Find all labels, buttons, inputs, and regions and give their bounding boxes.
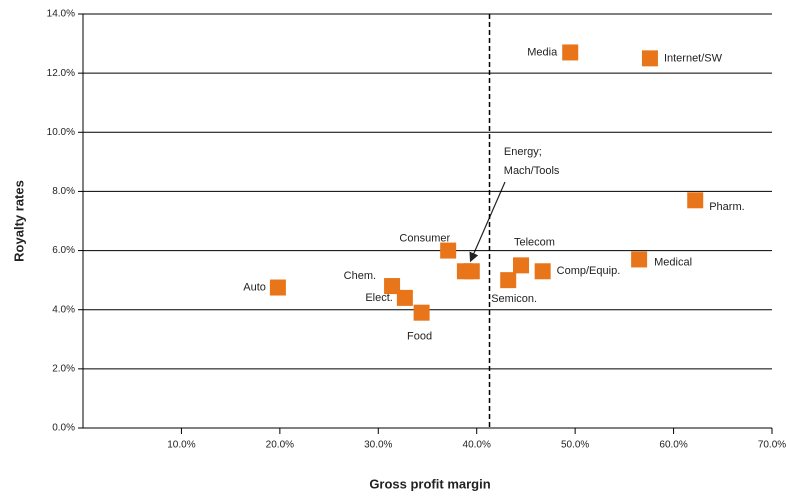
point-label: Mach/Tools [504,165,560,177]
x-tick-label: 30.0% [364,440,392,451]
y-tick-label: 2.0% [52,363,75,374]
y-tick-label: 14.0% [47,9,75,20]
point [687,192,704,209]
point-label: Auto [243,281,266,293]
x-tick-label: 10.0% [167,440,195,451]
point [631,251,648,268]
x-tick-label: 70.0% [758,440,786,451]
y-tick-label: 0.0% [52,423,75,434]
point [641,50,658,67]
y-axis-title: Royalty rates [11,180,26,262]
y-tick-label: 8.0% [52,186,75,197]
x-tick-label: 20.0% [266,440,294,451]
point [440,242,457,259]
y-tick-label: 6.0% [52,245,75,256]
point-label: Media [527,46,558,58]
point [513,257,530,274]
point [500,272,517,289]
point [534,263,551,280]
point-label: Comp/Equip. [557,265,621,277]
point [384,278,401,295]
point-label: Internet/SW [664,52,723,64]
point-label: Elect. [365,292,393,304]
point [269,279,286,296]
point-label: Chem. [344,270,376,282]
point-label: Food [407,331,432,343]
y-tick-label: 10.0% [47,127,75,138]
point-label: Consumer [399,232,450,244]
x-axis-title: Gross profit margin [369,476,490,491]
y-tick-label: 4.0% [52,304,75,315]
point-label: Telecom [514,236,555,248]
x-tick-label: 60.0% [659,440,687,451]
point-label: Energy; [504,146,542,158]
point-label: Medical [654,256,692,268]
point [463,263,480,280]
y-tick-label: 12.0% [47,68,75,79]
point [413,304,430,321]
callout-arrow [469,181,506,263]
point [562,44,579,61]
point-label: Pharm. [709,201,744,213]
x-tick-label: 50.0% [561,440,589,451]
x-tick-label: 40.0% [463,440,491,451]
point [396,289,413,306]
point-label: Semicon. [491,293,537,305]
